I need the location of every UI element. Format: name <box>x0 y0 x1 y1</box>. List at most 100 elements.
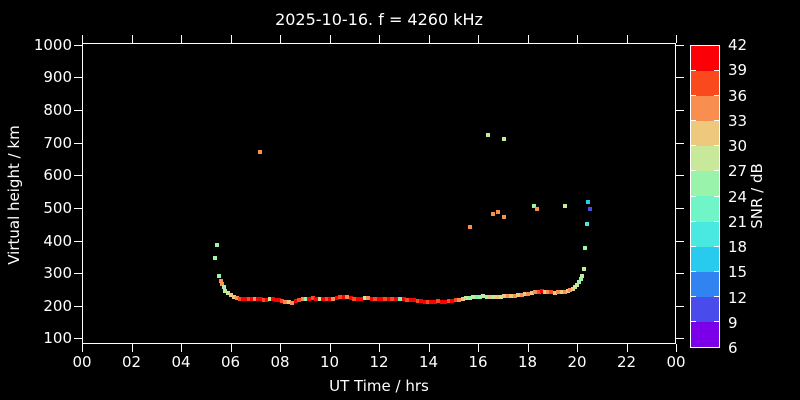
data-point <box>223 288 228 293</box>
data-point <box>297 297 302 302</box>
data-point <box>228 293 233 298</box>
x-tick-top <box>82 35 83 43</box>
data-point <box>576 280 581 285</box>
data-point <box>531 204 536 209</box>
data-point <box>529 291 534 296</box>
x-tick <box>676 344 677 352</box>
y-tick <box>74 207 82 209</box>
data-point <box>562 289 567 294</box>
data-point <box>464 296 469 301</box>
colorbar-notch <box>714 295 719 297</box>
data-point <box>474 294 479 299</box>
data-point <box>283 299 288 304</box>
data-point <box>273 297 278 302</box>
y-tick-right <box>676 207 684 209</box>
y-tick <box>74 44 82 46</box>
data-point <box>582 246 587 251</box>
x-tick-top <box>577 35 578 43</box>
colorbar-segment <box>691 96 719 122</box>
y-tick <box>74 338 82 340</box>
y-tick <box>74 109 82 111</box>
snr-colorbar <box>690 45 720 348</box>
data-point <box>460 296 465 301</box>
data-point <box>488 295 493 300</box>
x-tick <box>82 344 83 352</box>
data-point <box>575 282 579 287</box>
x-tick-label: 10 <box>319 353 340 371</box>
data-point <box>386 296 391 301</box>
x-tick-label: 00 <box>666 353 686 371</box>
data-point <box>439 299 444 304</box>
data-point <box>366 296 371 301</box>
data-point <box>338 295 343 300</box>
data-point <box>398 296 403 301</box>
data-point <box>379 297 384 302</box>
x-tick-top <box>478 35 479 43</box>
data-point <box>348 295 353 300</box>
data-point <box>457 297 462 302</box>
y-tick-right <box>676 142 684 144</box>
data-point <box>523 292 528 297</box>
y-tick-label: 200 <box>43 296 72 315</box>
colorbar-tick-label: 15 <box>728 263 748 282</box>
data-point <box>563 203 568 208</box>
y-tick-label: 400 <box>43 231 72 250</box>
data-point <box>450 298 455 303</box>
data-point <box>222 284 227 289</box>
y-tick-right <box>676 175 684 177</box>
data-point <box>426 299 430 304</box>
data-point <box>536 289 541 294</box>
data-point <box>526 291 531 296</box>
data-point <box>355 297 360 302</box>
colorbar-tick-label: 30 <box>728 137 748 155</box>
y-tick-right <box>676 77 684 79</box>
data-point <box>559 290 564 295</box>
data-point <box>408 297 413 302</box>
data-point <box>267 296 272 301</box>
data-point <box>436 299 441 304</box>
x-tick-top <box>379 35 380 43</box>
y-tick-right <box>676 273 684 275</box>
x-tick-label: 08 <box>270 353 290 371</box>
colorbar-notch <box>691 170 696 172</box>
x-tick <box>379 344 380 352</box>
data-point <box>373 296 378 301</box>
colorbar-notch <box>691 70 696 72</box>
colorbar-notch <box>714 195 719 197</box>
x-tick-top <box>428 35 430 43</box>
data-point <box>471 295 476 300</box>
data-point <box>300 296 305 301</box>
data-point <box>214 243 219 248</box>
colorbar-notch <box>714 70 719 72</box>
x-tick-label: 14 <box>418 353 439 371</box>
data-point <box>516 293 521 298</box>
colorbar-notch <box>691 245 696 247</box>
data-point <box>314 296 319 301</box>
colorbar-tick-label: 6 <box>728 339 738 357</box>
colorbar-notch <box>691 220 696 222</box>
data-point <box>543 290 548 295</box>
y-tick <box>74 305 82 307</box>
x-tick-label: 04 <box>171 353 191 371</box>
x-tick-label: 02 <box>121 353 142 371</box>
data-point <box>352 296 357 301</box>
colorbar-segment <box>691 321 719 347</box>
colorbar-notch <box>714 270 719 272</box>
data-point <box>401 297 406 302</box>
colorbar-segment <box>691 71 719 97</box>
data-point <box>331 296 336 301</box>
data-point <box>498 294 503 299</box>
data-point <box>383 296 388 301</box>
y-tick-label: 100 <box>43 329 72 348</box>
x-tick <box>230 344 232 352</box>
data-point <box>443 299 448 304</box>
data-point <box>376 296 381 301</box>
data-point <box>501 137 506 142</box>
data-point <box>243 297 248 302</box>
colorbar-notch <box>691 320 696 322</box>
data-point <box>317 297 322 302</box>
y-tick <box>74 142 82 144</box>
x-tick <box>131 344 133 352</box>
data-point <box>432 299 437 304</box>
